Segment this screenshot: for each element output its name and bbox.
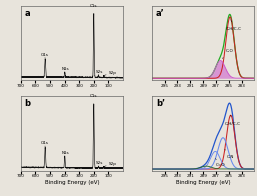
Text: C-H/C-C: C-H/C-C	[224, 115, 240, 126]
Text: S2s: S2s	[96, 161, 103, 166]
X-axis label: Binding Energy (eV): Binding Energy (eV)	[44, 180, 99, 185]
Text: a’: a’	[156, 9, 165, 18]
Text: O1s: O1s	[41, 141, 49, 148]
Text: C=O: C=O	[215, 159, 225, 167]
Text: S2p: S2p	[104, 71, 117, 75]
Text: S2p: S2p	[104, 162, 117, 167]
Text: N1s: N1s	[61, 151, 69, 156]
Text: b: b	[25, 99, 31, 108]
Text: N1s: N1s	[61, 67, 69, 73]
Text: C-H/C-C: C-H/C-C	[226, 20, 242, 31]
X-axis label: Binding Energy (eV): Binding Energy (eV)	[176, 180, 231, 185]
Text: O1s: O1s	[41, 53, 49, 59]
Text: S2s: S2s	[96, 70, 103, 75]
Text: a: a	[25, 9, 30, 18]
Text: C1s: C1s	[89, 94, 97, 104]
Text: b’: b’	[156, 99, 165, 108]
Text: C1s: C1s	[89, 4, 97, 14]
Text: C-N: C-N	[225, 149, 235, 159]
Text: C-O: C-O	[222, 49, 233, 59]
